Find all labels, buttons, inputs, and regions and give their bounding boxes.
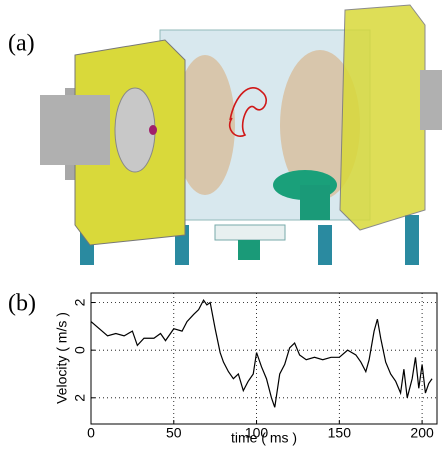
right-plate bbox=[339, 4, 426, 231]
right-shaft bbox=[420, 70, 442, 130]
right-disk bbox=[280, 50, 360, 200]
plot-frame bbox=[90, 292, 438, 425]
panel-label: (a) bbox=[8, 31, 35, 57]
left-disk bbox=[175, 55, 235, 195]
bottom-valve bbox=[238, 240, 260, 260]
left-dot bbox=[149, 125, 157, 135]
leg bbox=[318, 225, 332, 265]
y-axis-label: Velocity ( m/s ) bbox=[54, 312, 70, 404]
bottom-port bbox=[214, 224, 286, 241]
x-axis-label: time ( ms ) bbox=[231, 430, 297, 446]
apparatus-rendering bbox=[40, 4, 442, 265]
y-tick-label: 0 bbox=[72, 346, 88, 354]
x-tick-label: 200 bbox=[410, 425, 434, 441]
y-tick-label: 2 bbox=[72, 298, 88, 306]
panel-label: (b) bbox=[8, 291, 36, 317]
leg bbox=[405, 215, 419, 265]
series-line bbox=[90, 298, 433, 408]
left-shaft bbox=[40, 95, 110, 165]
green-port bbox=[300, 185, 330, 220]
y-tick-label: 2 bbox=[72, 394, 88, 402]
x-tick-label: 50 bbox=[166, 425, 182, 441]
trajectory bbox=[228, 87, 267, 137]
x-tick-label: 0 bbox=[87, 425, 95, 441]
x-tick-label: 150 bbox=[328, 425, 352, 441]
x-tick-label: 100 bbox=[245, 425, 269, 441]
